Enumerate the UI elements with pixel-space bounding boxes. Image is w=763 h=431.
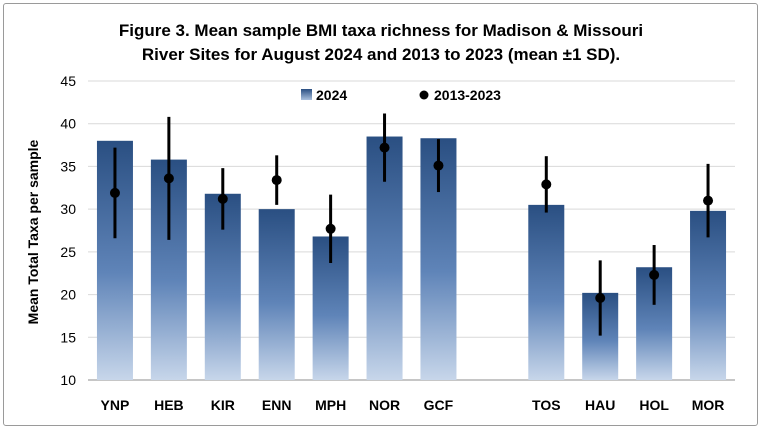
category-label: NOR	[369, 397, 400, 413]
y-tick-label: 15	[60, 329, 76, 345]
category-label: KIR	[211, 397, 235, 413]
mean-marker	[379, 142, 390, 153]
y-tick-label: 35	[60, 158, 76, 174]
category-label: GCF	[424, 397, 454, 413]
mean-marker	[433, 160, 444, 171]
y-tick-label: 40	[60, 116, 76, 132]
category-label: HOL	[639, 397, 669, 413]
y-tick-label: 45	[60, 73, 76, 89]
bar-2024	[528, 204, 565, 380]
y-axis-title: Mean Total Taxa per sample	[25, 139, 41, 324]
legend-label-2024: 2024	[316, 87, 347, 103]
y-tick-label: 20	[60, 287, 76, 303]
mean-marker	[163, 173, 174, 184]
errorbars-2013-2023	[109, 113, 714, 336]
legend: 2024 2013-2023	[301, 87, 501, 103]
category-label: HEB	[154, 397, 184, 413]
category-label: MOR	[692, 397, 725, 413]
gridlines	[88, 80, 735, 381]
legend-marker-swatch	[419, 90, 429, 100]
category-label: YNP	[101, 397, 130, 413]
category-label: HAU	[585, 397, 615, 413]
mean-marker	[703, 195, 714, 206]
mean-marker	[109, 187, 120, 198]
chart-title-line2: River Sites for August 2024 and 2013 to …	[142, 45, 620, 64]
bar-2024	[258, 209, 295, 380]
category-label: MPH	[315, 397, 346, 413]
category-labels: YNP HEB KIR ENN MPH NOR GCF TOS HAU HOL MOR	[101, 397, 725, 413]
mean-marker	[595, 292, 606, 303]
category-label: ENN	[262, 397, 292, 413]
y-tick-label: 25	[60, 244, 76, 260]
mean-marker	[649, 269, 660, 280]
mean-marker	[271, 175, 282, 186]
mean-marker	[325, 223, 336, 234]
y-tick-label: 10	[60, 372, 76, 388]
mean-marker	[217, 193, 228, 204]
y-tick-label: 30	[60, 201, 76, 217]
bars-2024	[96, 136, 727, 380]
legend-label-2013-2023: 2013-2023	[434, 87, 501, 103]
legend-bar-swatch	[301, 89, 312, 100]
category-label: TOS	[532, 397, 561, 413]
bar-2024	[690, 210, 727, 380]
mean-marker	[541, 179, 552, 190]
chart-title-line1: Figure 3. Mean sample BMI taxa richness …	[119, 21, 643, 40]
y-tick-labels: 10 15 20 25 30 35 40 45	[60, 73, 76, 388]
